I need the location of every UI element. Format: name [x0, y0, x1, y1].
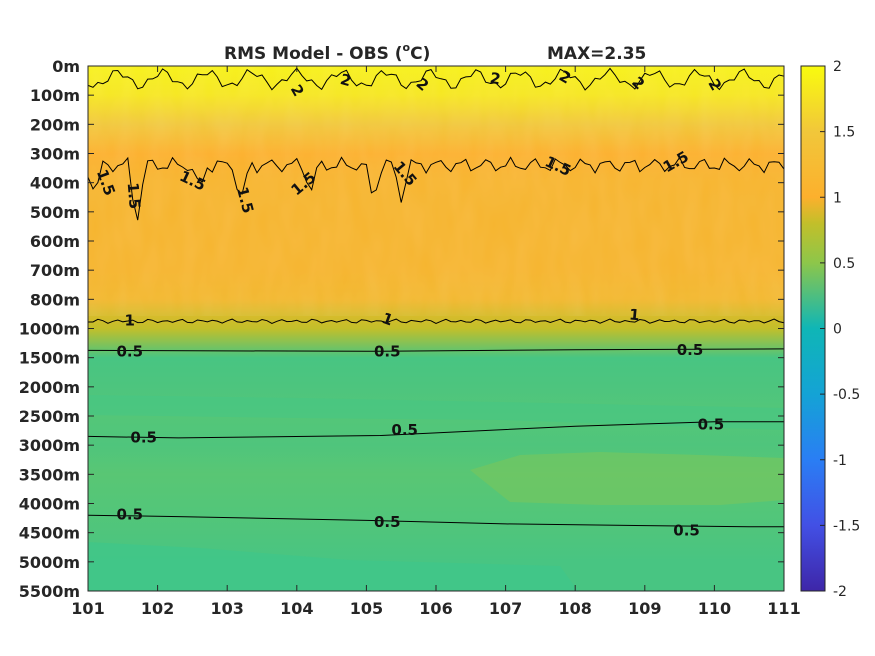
colorbar-tick-label: 0 [833, 322, 842, 338]
colorbar-tick-label: -1 [833, 453, 847, 469]
title-superscript: o [403, 41, 411, 54]
contour-label: 0.5 [677, 341, 704, 359]
colorbar-tick-label: -1.5 [833, 518, 860, 534]
y-tick-label: 800m [30, 290, 80, 309]
y-tick-label: 1000m [19, 320, 80, 339]
x-tick-label: 101 [71, 599, 104, 618]
contour-line-0.5 [87, 348, 785, 352]
x-tick-label: 105 [350, 599, 383, 618]
contour-label: 0.5 [130, 428, 157, 446]
contour-label: 0.5 [116, 342, 143, 360]
title-suffix: C) [410, 44, 430, 64]
contour-line-1.5 [87, 156, 785, 221]
colorbar-tick-label: -0.5 [833, 387, 860, 403]
x-axis: 101 102 103 104 105 106 107 108 109 110 111 [71, 66, 801, 618]
contour-label: 2 [338, 70, 353, 90]
y-tick-label: 4500m [19, 524, 80, 543]
y-tick-label: 5500m [19, 582, 80, 601]
x-tick-label: 103 [210, 599, 243, 618]
contour-line-0.5 [87, 514, 784, 528]
x-tick-label: 110 [698, 599, 731, 618]
contour-label: 0.5 [374, 513, 401, 531]
contour-label: 0.5 [698, 415, 725, 433]
x-tick-label: 109 [628, 599, 661, 618]
y-tick-label: 3000m [19, 436, 80, 455]
colorbar: 2 1.5 1 0.5 0 -0.5 -1 -1.5 -2 [800, 59, 860, 600]
y-tick-label: 700m [30, 261, 80, 280]
y-tick-label: 5000m [19, 553, 80, 572]
contour-line-0.5 [87, 421, 784, 439]
contour-label: 2 [489, 69, 502, 89]
x-tick-label: 106 [419, 599, 452, 618]
heatmap-patch-warm [470, 452, 784, 505]
contour-line-1 [88, 318, 785, 324]
chart-title: RMS Model - OBS (oC) MAX=2.35 [224, 41, 646, 64]
y-tick-label: 100m [30, 86, 80, 105]
contour-line-2 [87, 67, 785, 91]
y-tick-label: 4000m [19, 495, 80, 514]
colorbar-tick-label: 1 [833, 190, 842, 206]
y-tick-label: 3500m [19, 465, 80, 484]
colorbar-tick-label: 2 [833, 59, 842, 75]
y-tick-label: 200m [30, 115, 80, 134]
contour-label: 0.5 [673, 522, 700, 540]
title-prefix: RMS Model - OBS ( [224, 44, 403, 64]
x-tick-label: 102 [141, 599, 174, 618]
contour-label: 1 [628, 305, 640, 324]
colorbar-ticks: 2 1.5 1 0.5 0 -0.5 -1 -1.5 -2 [820, 59, 860, 600]
contour-label: 0.5 [374, 342, 401, 360]
y-tick-label: 1500m [19, 349, 80, 368]
y-tick-label: 2000m [19, 378, 80, 397]
y-axis: 0m 100m 200m 300m 400m 500m 600m 700m 800m 1000m 1… [19, 57, 784, 601]
y-tick-label: 300m [30, 145, 80, 164]
plot-area: 22 2 2 2 2 21.5 1.51.51.51.5 1.5 1.5 1.51 1 10.5 0.5… [87, 65, 785, 592]
contour-label: 0.5 [391, 421, 418, 439]
heatmap-patch-cool-upper [88, 395, 784, 430]
y-tick-label: 2500m [19, 407, 80, 426]
colorbar-tick-label: 0.5 [833, 256, 855, 272]
x-tick-label: 111 [767, 599, 800, 618]
title-max: MAX=2.35 [547, 44, 646, 64]
x-tick-label: 104 [280, 599, 313, 618]
x-tick-label: 107 [489, 599, 522, 618]
contour-label: 0.5 [116, 506, 143, 524]
y-tick-label: 500m [30, 203, 80, 222]
y-tick-label: 400m [30, 174, 80, 193]
y-tick-label: 0m [52, 57, 80, 76]
heatmap-texture [88, 66, 784, 316]
colorbar-tick-label: -2 [833, 584, 847, 600]
contour-label: 1 [125, 312, 135, 330]
x-tick-label: 108 [558, 599, 591, 618]
title-text: RMS Model - OBS (oC) [224, 41, 430, 64]
contour-lines [87, 67, 785, 528]
heatmap-patch-cool [88, 542, 578, 591]
colorbar-tick-label: 1.5 [833, 125, 855, 141]
contour-label: 1.5 [124, 182, 144, 210]
y-tick-label: 600m [30, 232, 80, 251]
